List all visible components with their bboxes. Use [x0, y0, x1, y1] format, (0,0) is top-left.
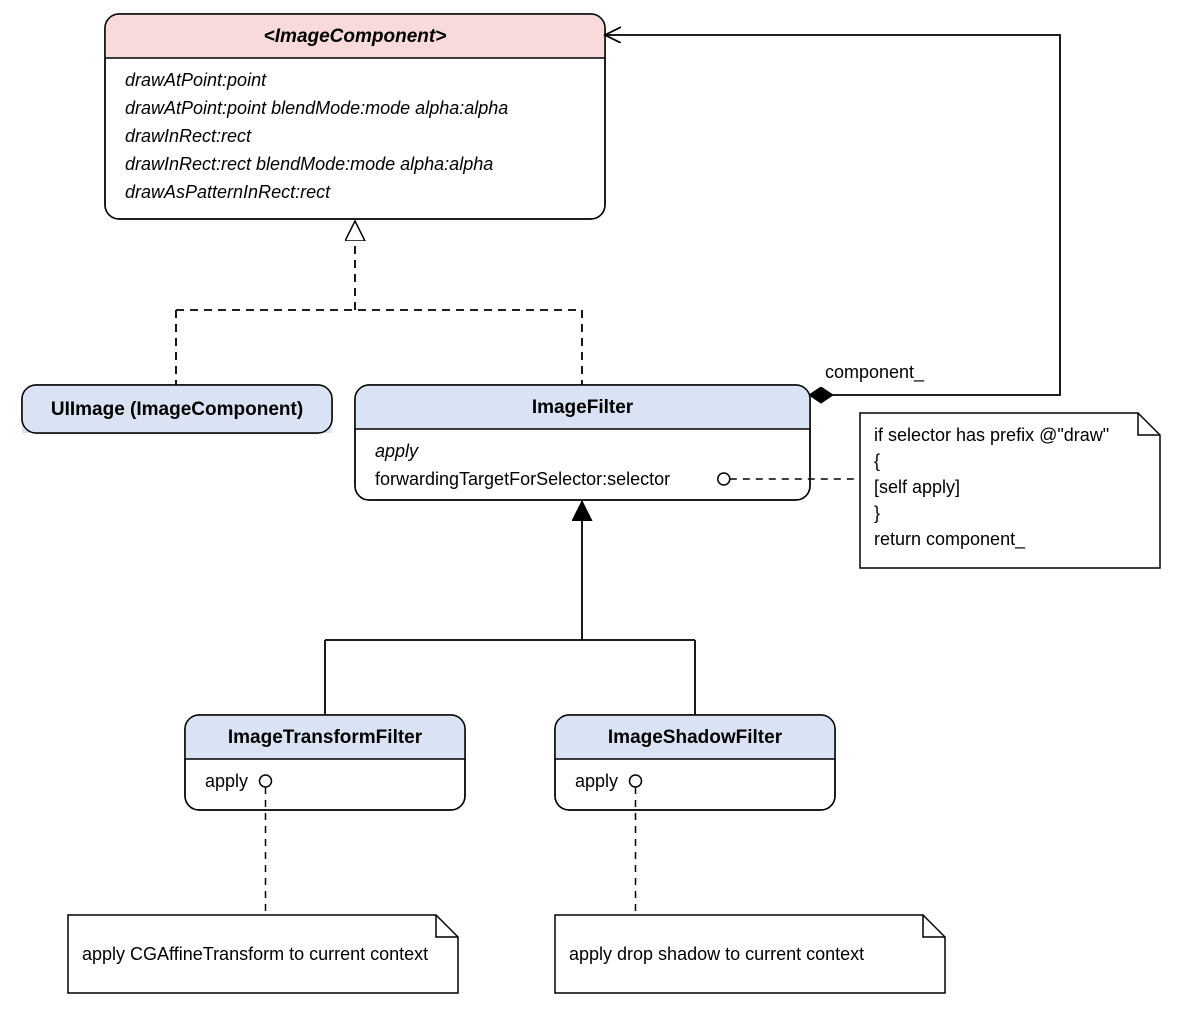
note-line: { — [874, 451, 880, 471]
method: forwardingTargetForSelector:selector — [375, 469, 670, 489]
note-transformNote: apply CGAffineTransform to current conte… — [68, 915, 458, 993]
class-uiimage: UIImage (ImageComponent) — [22, 385, 332, 433]
note-line: apply drop shadow to current context — [569, 944, 864, 964]
class-imageComponent: <ImageComponent> drawAtPoint:point drawAtP… — [105, 14, 605, 219]
method: drawAtPoint:point — [125, 70, 267, 90]
method: apply — [575, 771, 618, 791]
class-title: UIImage (ImageComponent) — [51, 399, 303, 420]
method: apply — [375, 441, 419, 461]
note-selectorNote: if selector has prefix @"draw" { [self ap… — [860, 413, 1160, 568]
uml-diagram: <ImageComponent> drawAtPoint:point drawAtP… — [0, 0, 1188, 1023]
method: drawInRect:rect blendMode:mode alpha:alp… — [125, 154, 493, 174]
note-line: if selector has prefix @"draw" — [874, 425, 1109, 445]
class-title: <ImageComponent> — [264, 26, 447, 47]
note-line: [self apply] — [874, 477, 960, 497]
class-title: ImageShadowFilter — [608, 727, 783, 748]
note-line: return component_ — [874, 529, 1026, 550]
lollipop-icon — [260, 775, 272, 787]
label-component: component_ — [825, 362, 925, 383]
class-imageShadowFilter: ImageShadowFilter apply — [555, 715, 835, 810]
method: drawAsPatternInRect:rect — [125, 182, 331, 202]
class-imageFilter: ImageFilter apply forwardingTargetForSelec… — [355, 385, 810, 500]
note-shadowNote: apply drop shadow to current context — [555, 915, 945, 993]
lollipop-icon — [630, 775, 642, 787]
method: apply — [205, 771, 248, 791]
class-title: ImageTransformFilter — [228, 727, 423, 748]
method: drawAtPoint:point blendMode:mode alpha:a… — [125, 98, 508, 118]
class-imageTransformFilter: ImageTransformFilter apply — [185, 715, 465, 810]
lollipop-icon — [718, 473, 730, 485]
note-line: } — [874, 503, 880, 523]
edge-composition — [605, 35, 1060, 395]
method: drawInRect:rect — [125, 126, 252, 146]
note-line: apply CGAffineTransform to current conte… — [82, 944, 428, 964]
class-title: ImageFilter — [532, 397, 634, 418]
